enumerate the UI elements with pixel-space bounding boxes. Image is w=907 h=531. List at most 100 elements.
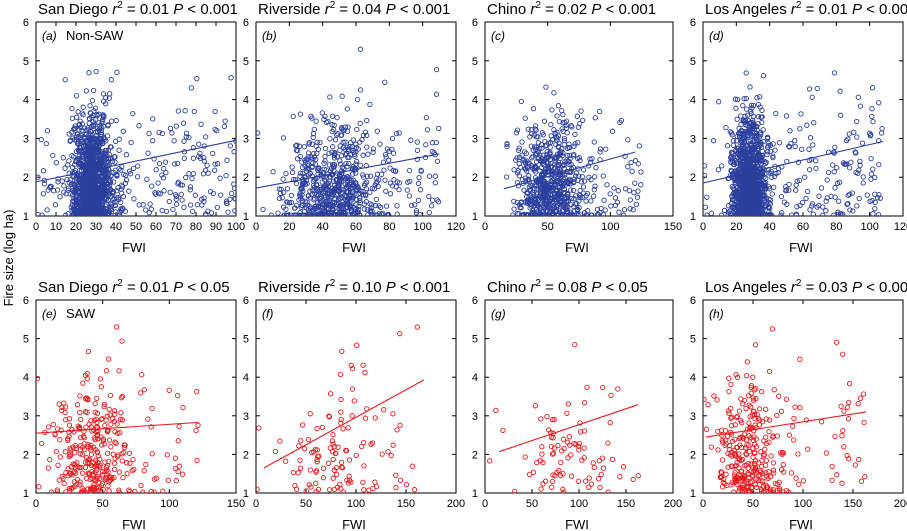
- data-point: [553, 208, 559, 214]
- data-point: [572, 131, 578, 138]
- data-point: [856, 195, 862, 202]
- data-point: [132, 488, 138, 493]
- x-axis-label: FWI: [565, 517, 589, 531]
- data-point: [106, 406, 112, 413]
- data-point: [725, 175, 731, 182]
- data-point: [755, 172, 761, 178]
- data-point: [62, 77, 68, 83]
- data-point: [394, 203, 400, 209]
- data-point: [857, 103, 864, 109]
- data-point: [292, 177, 299, 183]
- data-point: [561, 166, 568, 172]
- data-point: [121, 442, 128, 448]
- data-point: [397, 477, 404, 483]
- data-point: [81, 176, 88, 182]
- data-point: [549, 451, 556, 457]
- data-point: [429, 148, 435, 155]
- data-point: [72, 461, 78, 468]
- data-point: [370, 146, 377, 152]
- data-point: [194, 389, 200, 395]
- data-point: [99, 151, 106, 157]
- data-point: [806, 167, 813, 173]
- y-tick-label: 2: [690, 172, 696, 184]
- panel-title: San Diego r2 = 0.01 P < 0.001: [38, 0, 238, 18]
- data-point: [222, 118, 228, 124]
- data-point: [608, 203, 614, 209]
- data-point: [121, 449, 127, 456]
- data-point: [565, 199, 571, 205]
- data-point: [67, 177, 73, 183]
- data-point: [47, 456, 53, 463]
- data-point: [119, 182, 125, 188]
- data-point: [426, 173, 433, 179]
- data-point: [434, 158, 441, 164]
- data-point: [307, 467, 313, 473]
- data-point: [357, 87, 364, 93]
- data-point: [545, 172, 552, 178]
- data-point: [303, 159, 309, 165]
- data-point: [136, 123, 142, 129]
- data-point: [297, 170, 304, 176]
- data-point: [734, 212, 741, 216]
- data-point: [521, 149, 528, 155]
- data-point: [567, 442, 573, 448]
- data-point: [276, 195, 283, 202]
- data-point: [306, 141, 312, 147]
- data-point: [344, 128, 351, 135]
- data-point: [108, 421, 114, 427]
- data-point: [869, 85, 876, 91]
- data-point: [353, 141, 359, 147]
- data-point: [73, 481, 80, 488]
- data-point: [620, 212, 627, 216]
- data-point: [565, 158, 571, 164]
- x-tick-label: 40: [110, 221, 122, 233]
- y-tick-label: 4: [243, 95, 249, 107]
- data-point: [551, 161, 558, 167]
- data-point: [88, 182, 95, 188]
- data-point: [519, 152, 525, 158]
- data-point: [78, 160, 84, 167]
- data-point: [547, 151, 553, 158]
- data-point: [67, 453, 74, 459]
- data-point: [337, 481, 343, 487]
- data-point: [228, 75, 234, 81]
- data-point: [535, 134, 541, 140]
- data-point: [809, 94, 815, 100]
- data-point: [82, 134, 88, 141]
- data-point: [343, 447, 349, 454]
- data-point: [783, 187, 790, 193]
- data-point: [289, 164, 295, 170]
- data-point: [293, 180, 300, 187]
- data-point: [627, 197, 633, 203]
- data-point: [330, 456, 336, 463]
- data-point: [575, 124, 582, 130]
- trend-line: [702, 140, 884, 184]
- data-point: [187, 202, 194, 208]
- data-point: [632, 158, 639, 164]
- data-point: [96, 136, 103, 142]
- title-p: < 0.001: [601, 1, 656, 18]
- title-r2: = 0.08: [541, 279, 591, 296]
- data-point: [752, 201, 759, 207]
- data-point: [127, 171, 134, 177]
- data-point: [517, 164, 523, 171]
- data-point: [74, 476, 80, 483]
- data-point: [351, 149, 357, 155]
- data-point: [751, 133, 758, 139]
- data-point: [573, 170, 580, 176]
- data-point: [360, 152, 366, 158]
- x-axis-label: FWI: [789, 517, 813, 531]
- data-point: [784, 201, 790, 207]
- data-point: [561, 190, 567, 196]
- data-point: [600, 173, 606, 179]
- data-point: [130, 165, 137, 172]
- data-point: [386, 157, 392, 163]
- data-point: [558, 459, 564, 466]
- data-point: [87, 189, 93, 195]
- data-point: [361, 201, 367, 207]
- data-point: [175, 179, 182, 185]
- data-point: [111, 408, 118, 414]
- data-point: [183, 130, 190, 136]
- data-point: [323, 212, 329, 216]
